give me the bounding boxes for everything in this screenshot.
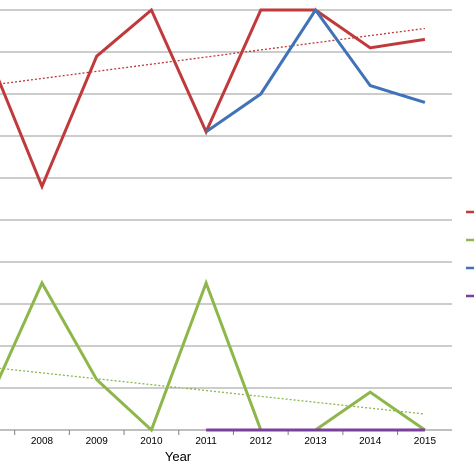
series-line-blue	[205, 7, 426, 134]
trendline-red	[0, 27, 425, 85]
series-line-green	[0, 278, 426, 433]
x-axis: 2008 2009 2010 2011 2012 2013 2014 2015	[0, 429, 452, 447]
legend	[466, 210, 474, 298]
x-tick-label: 2013	[304, 436, 327, 447]
x-axis-title: Year	[165, 449, 192, 464]
x-tick-label: 2015	[414, 436, 437, 447]
trendlines	[0, 27, 425, 415]
trendline-green	[0, 367, 425, 415]
gridlines	[0, 9, 452, 431]
series-lines	[0, 7, 426, 433]
x-tick-label: 2010	[140, 436, 163, 447]
x-tick-label: 2012	[250, 436, 273, 447]
x-tick-label: 2008	[31, 436, 54, 447]
x-tick-label: 2011	[195, 436, 217, 447]
x-tick-label: 2014	[359, 436, 382, 447]
x-tick-label: 2009	[86, 436, 109, 447]
